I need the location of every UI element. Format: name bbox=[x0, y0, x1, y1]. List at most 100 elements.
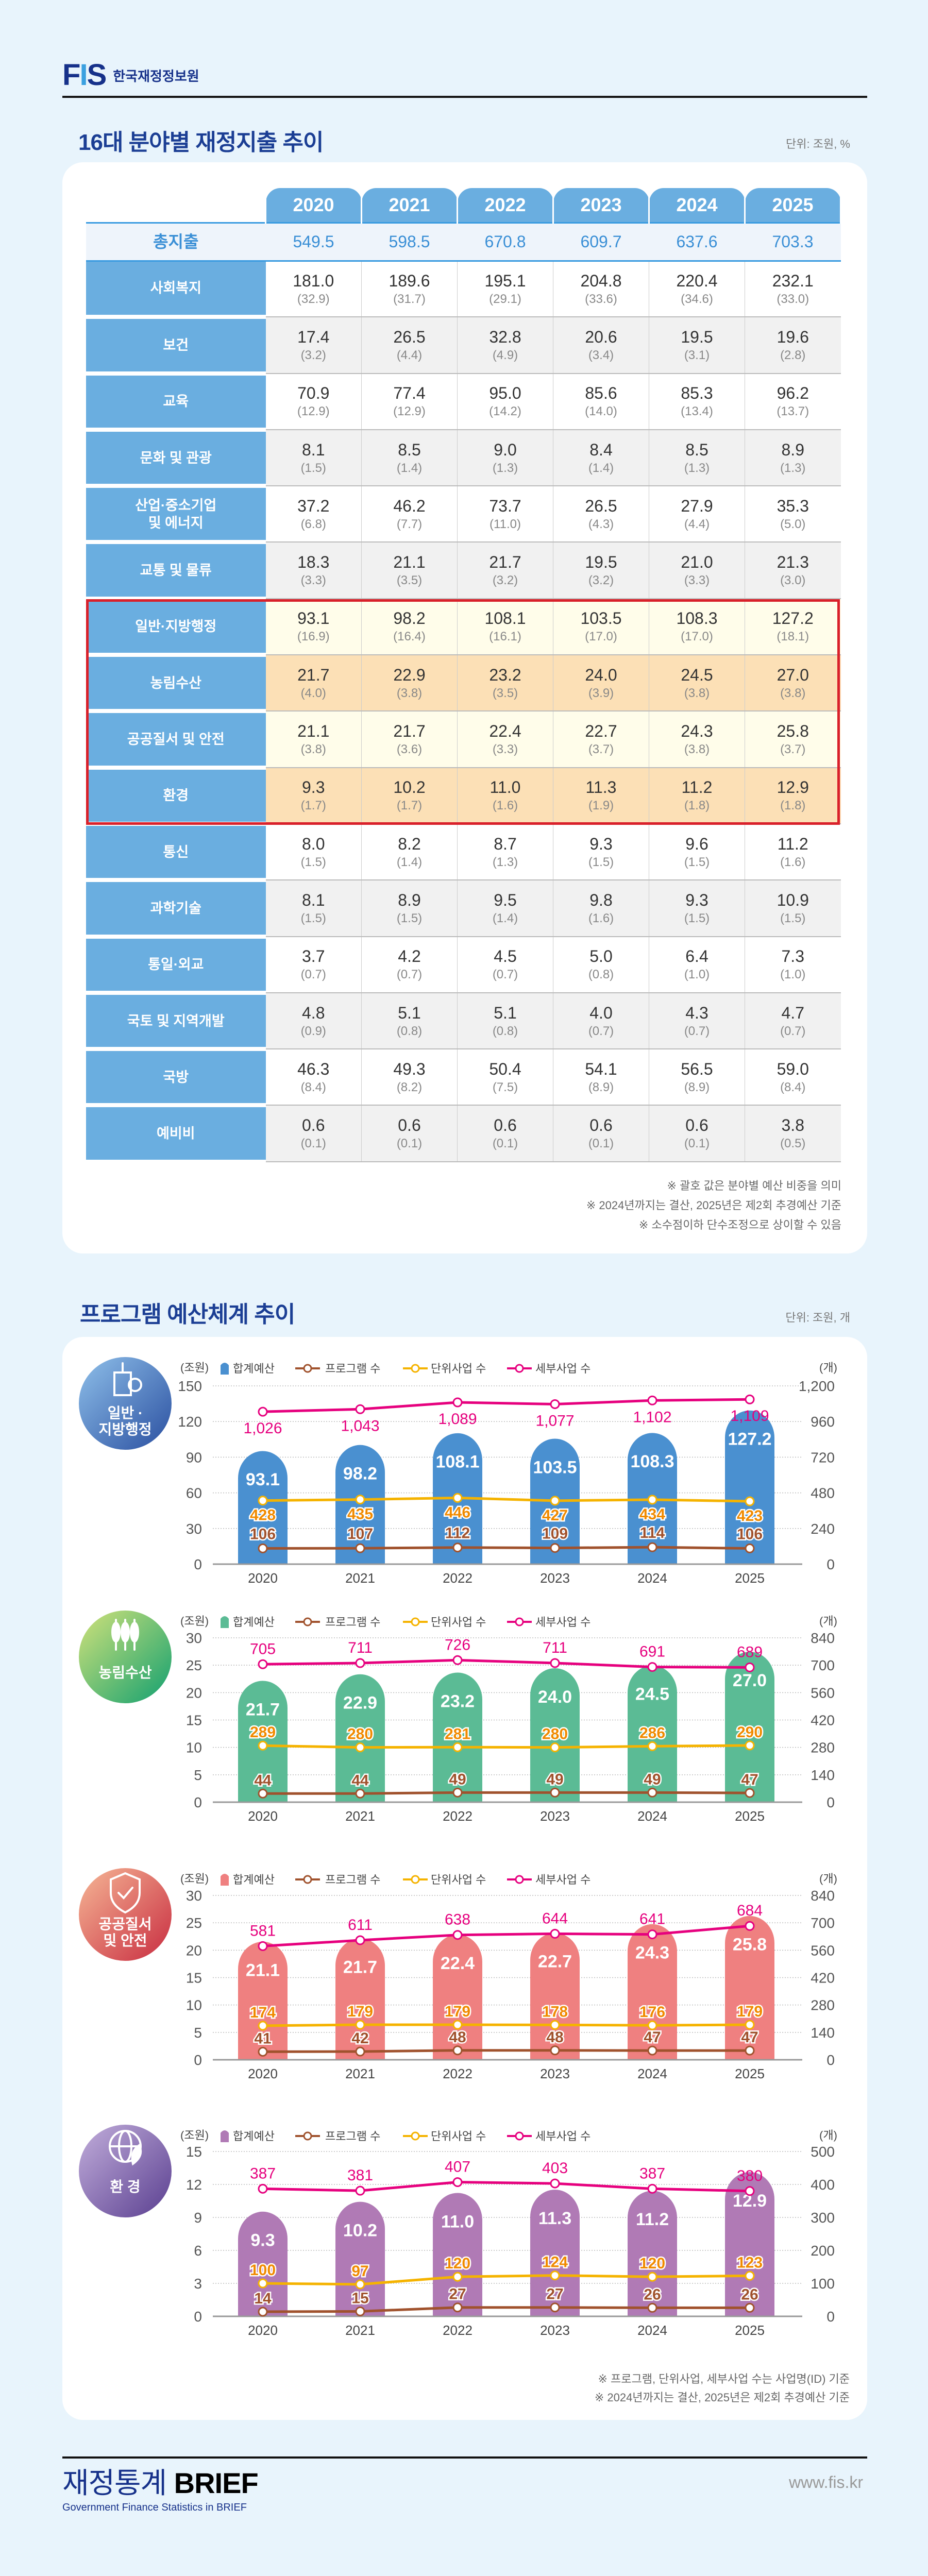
x-tick-label: 2022 bbox=[443, 2323, 473, 2338]
cell-value: 21.1 bbox=[393, 553, 426, 572]
right-tick-label: 0 bbox=[826, 2052, 835, 2068]
row-cell: 8.0 (1.5) bbox=[265, 823, 362, 881]
budget-bar bbox=[530, 1668, 580, 1802]
cell-share: (0.7) bbox=[684, 1024, 710, 1038]
total-row: 총지출 549.5 598.5 670.8 609.7 637.6 703.3 bbox=[86, 222, 841, 262]
cell-share: (0.8) bbox=[588, 968, 614, 982]
cell-value: 19.5 bbox=[681, 327, 713, 346]
cell-value: 8.1 bbox=[302, 890, 325, 909]
cell-value: 8.1 bbox=[302, 440, 325, 459]
cell-value: 21.7 bbox=[489, 553, 521, 572]
budget-bar bbox=[725, 2172, 774, 2316]
row-label: 교통 및 물류 bbox=[86, 542, 266, 601]
right-tick-label: 280 bbox=[811, 1740, 835, 1756]
cell-share: (4.9) bbox=[492, 348, 518, 362]
x-tick-label: 2024 bbox=[637, 1808, 667, 1824]
series-point-label: 691 bbox=[639, 1643, 665, 1660]
leaf bbox=[131, 2144, 142, 2166]
cell-share: (1.5) bbox=[300, 461, 326, 475]
legend-label: 합계예산 bbox=[233, 1362, 275, 1375]
left-unit-label: (조원) bbox=[180, 1361, 209, 1374]
row-cell: 11.2 (1.6) bbox=[745, 823, 841, 881]
year-header: 2024 bbox=[648, 188, 746, 223]
series-point bbox=[745, 1740, 755, 1751]
table-row: 국방 46.3 (8.4) 49.3 (8.2) 50.4 (7.5) 54.1 (8.9) 56… bbox=[86, 1049, 841, 1108]
row-cell: 77.4 (12.9) bbox=[361, 373, 458, 430]
cell-share: (8.2) bbox=[396, 1080, 423, 1094]
chart-agriculture: 농림수산 (조원) (개) 합계예산 프로그램 수 단위사업 수 세부사업 수 0 0 5 140 1… bbox=[79, 1611, 837, 1824]
series-point bbox=[355, 1788, 365, 1799]
legend-label: 단위사업 수 bbox=[431, 1362, 486, 1375]
series-point-label: 15 bbox=[351, 2290, 368, 2307]
row-label: 예비비 bbox=[86, 1105, 266, 1164]
cell-value: 3.8 bbox=[781, 1116, 804, 1135]
row-cell: 21.1 (3.5) bbox=[361, 542, 458, 599]
legend-label: 프로그램 수 bbox=[325, 2130, 380, 2143]
row-cell: 4.5 (0.7) bbox=[457, 936, 553, 993]
row-label: 국토 및 지역개발 bbox=[86, 992, 266, 1052]
budget-bar bbox=[335, 1674, 385, 1802]
legend-label: 세부사업 수 bbox=[535, 2130, 590, 2143]
check bbox=[117, 1887, 133, 1900]
cell-value: 4.8 bbox=[302, 1003, 325, 1022]
total-value: 703.3 bbox=[745, 222, 841, 262]
left-tick-label: 15 bbox=[186, 1970, 202, 1986]
category-badge: 환 경 bbox=[79, 2125, 172, 2217]
series-point bbox=[452, 1493, 463, 1503]
left-tick-label: 12 bbox=[186, 2177, 202, 2193]
cell-value: 35.3 bbox=[777, 496, 809, 515]
cell-share: (29.1) bbox=[489, 292, 521, 306]
series-point-label: 705 bbox=[250, 1640, 276, 1657]
legend-marker bbox=[303, 1364, 312, 1373]
cell-share: (1.3) bbox=[780, 461, 806, 475]
series-point bbox=[745, 1543, 755, 1553]
table-note-3: ※ 소수점이하 단수조정으로 상이할 수 있음 bbox=[638, 1218, 841, 1231]
table-row: 환경 9.3 (1.7) 10.2 (1.7) 11.0 (1.6) 11.3 (1.9) 11.… bbox=[86, 767, 841, 826]
series-point bbox=[647, 2302, 657, 2313]
series-point bbox=[355, 2046, 365, 2057]
footer-brand: 재정통계 BRIEF bbox=[62, 2468, 259, 2499]
left-tick-label: 20 bbox=[186, 1942, 202, 1958]
row-cell: 11.0 (1.6) bbox=[457, 767, 553, 824]
cell-value: 73.7 bbox=[489, 496, 521, 515]
budget-bar-label: 21.7 bbox=[343, 1957, 377, 1977]
cell-share: (0.8) bbox=[396, 1024, 423, 1038]
series-point-label: 120 bbox=[445, 2255, 470, 2272]
cell-share: (17.0) bbox=[681, 630, 713, 644]
row-cell: 108.3 (17.0) bbox=[649, 598, 745, 656]
series-point bbox=[452, 1742, 463, 1752]
row-cell: 26.5 (4.4) bbox=[361, 317, 458, 374]
series-point-label: 49 bbox=[449, 1771, 466, 1788]
section2-title: 프로그램 예산체계 추이 bbox=[80, 1302, 295, 1327]
government-building-icon bbox=[113, 1362, 142, 1396]
series-point-label: 581 bbox=[250, 1922, 276, 1939]
chart-note-2: ※ 2024년까지는 결산, 2025년은 제2회 추경예산 기준 bbox=[594, 2391, 850, 2404]
series-point-label: 176 bbox=[639, 2004, 665, 2021]
row-label: 환경 bbox=[86, 767, 266, 826]
row-cell: 98.2 (16.4) bbox=[361, 598, 458, 656]
budget-bar-label: 10.2 bbox=[343, 2221, 377, 2240]
left-tick-label: 0 bbox=[194, 1556, 202, 1572]
series-point-label: 178 bbox=[542, 2003, 568, 2020]
right-tick-label: 0 bbox=[826, 1794, 835, 1810]
cell-share: (6.8) bbox=[300, 517, 326, 531]
left-tick-label: 60 bbox=[186, 1485, 202, 1501]
row-cell: 8.9 (1.3) bbox=[745, 429, 841, 487]
budget-bar-label: 98.2 bbox=[343, 1464, 377, 1483]
series-point-label: 27 bbox=[449, 2286, 466, 2303]
cell-value: 0.6 bbox=[589, 1116, 613, 1135]
footer-url[interactable]: www.fis.kr bbox=[789, 2473, 863, 2492]
series-point-label: 179 bbox=[737, 2003, 763, 2020]
cell-share: (0.1) bbox=[492, 1137, 518, 1151]
series-point bbox=[647, 1929, 657, 1940]
cell-share: (7.7) bbox=[396, 517, 423, 531]
cell-value: 8.9 bbox=[398, 890, 421, 909]
series-point-label: 435 bbox=[347, 1506, 373, 1523]
row-cell: 12.9 (1.8) bbox=[745, 767, 841, 824]
row-label: 일반·지방행정 bbox=[86, 598, 266, 657]
section1-unit: 단위: 조원, % bbox=[786, 138, 850, 150]
table-row: 공공질서 및 안전 21.1 (3.8) 21.7 (3.6) 22.4 (3.3) 22.7… bbox=[86, 711, 841, 770]
right-tick-label: 240 bbox=[811, 1521, 835, 1537]
row-cell: 93.1 (16.9) bbox=[265, 598, 362, 656]
cell-value: 9.3 bbox=[685, 890, 708, 909]
